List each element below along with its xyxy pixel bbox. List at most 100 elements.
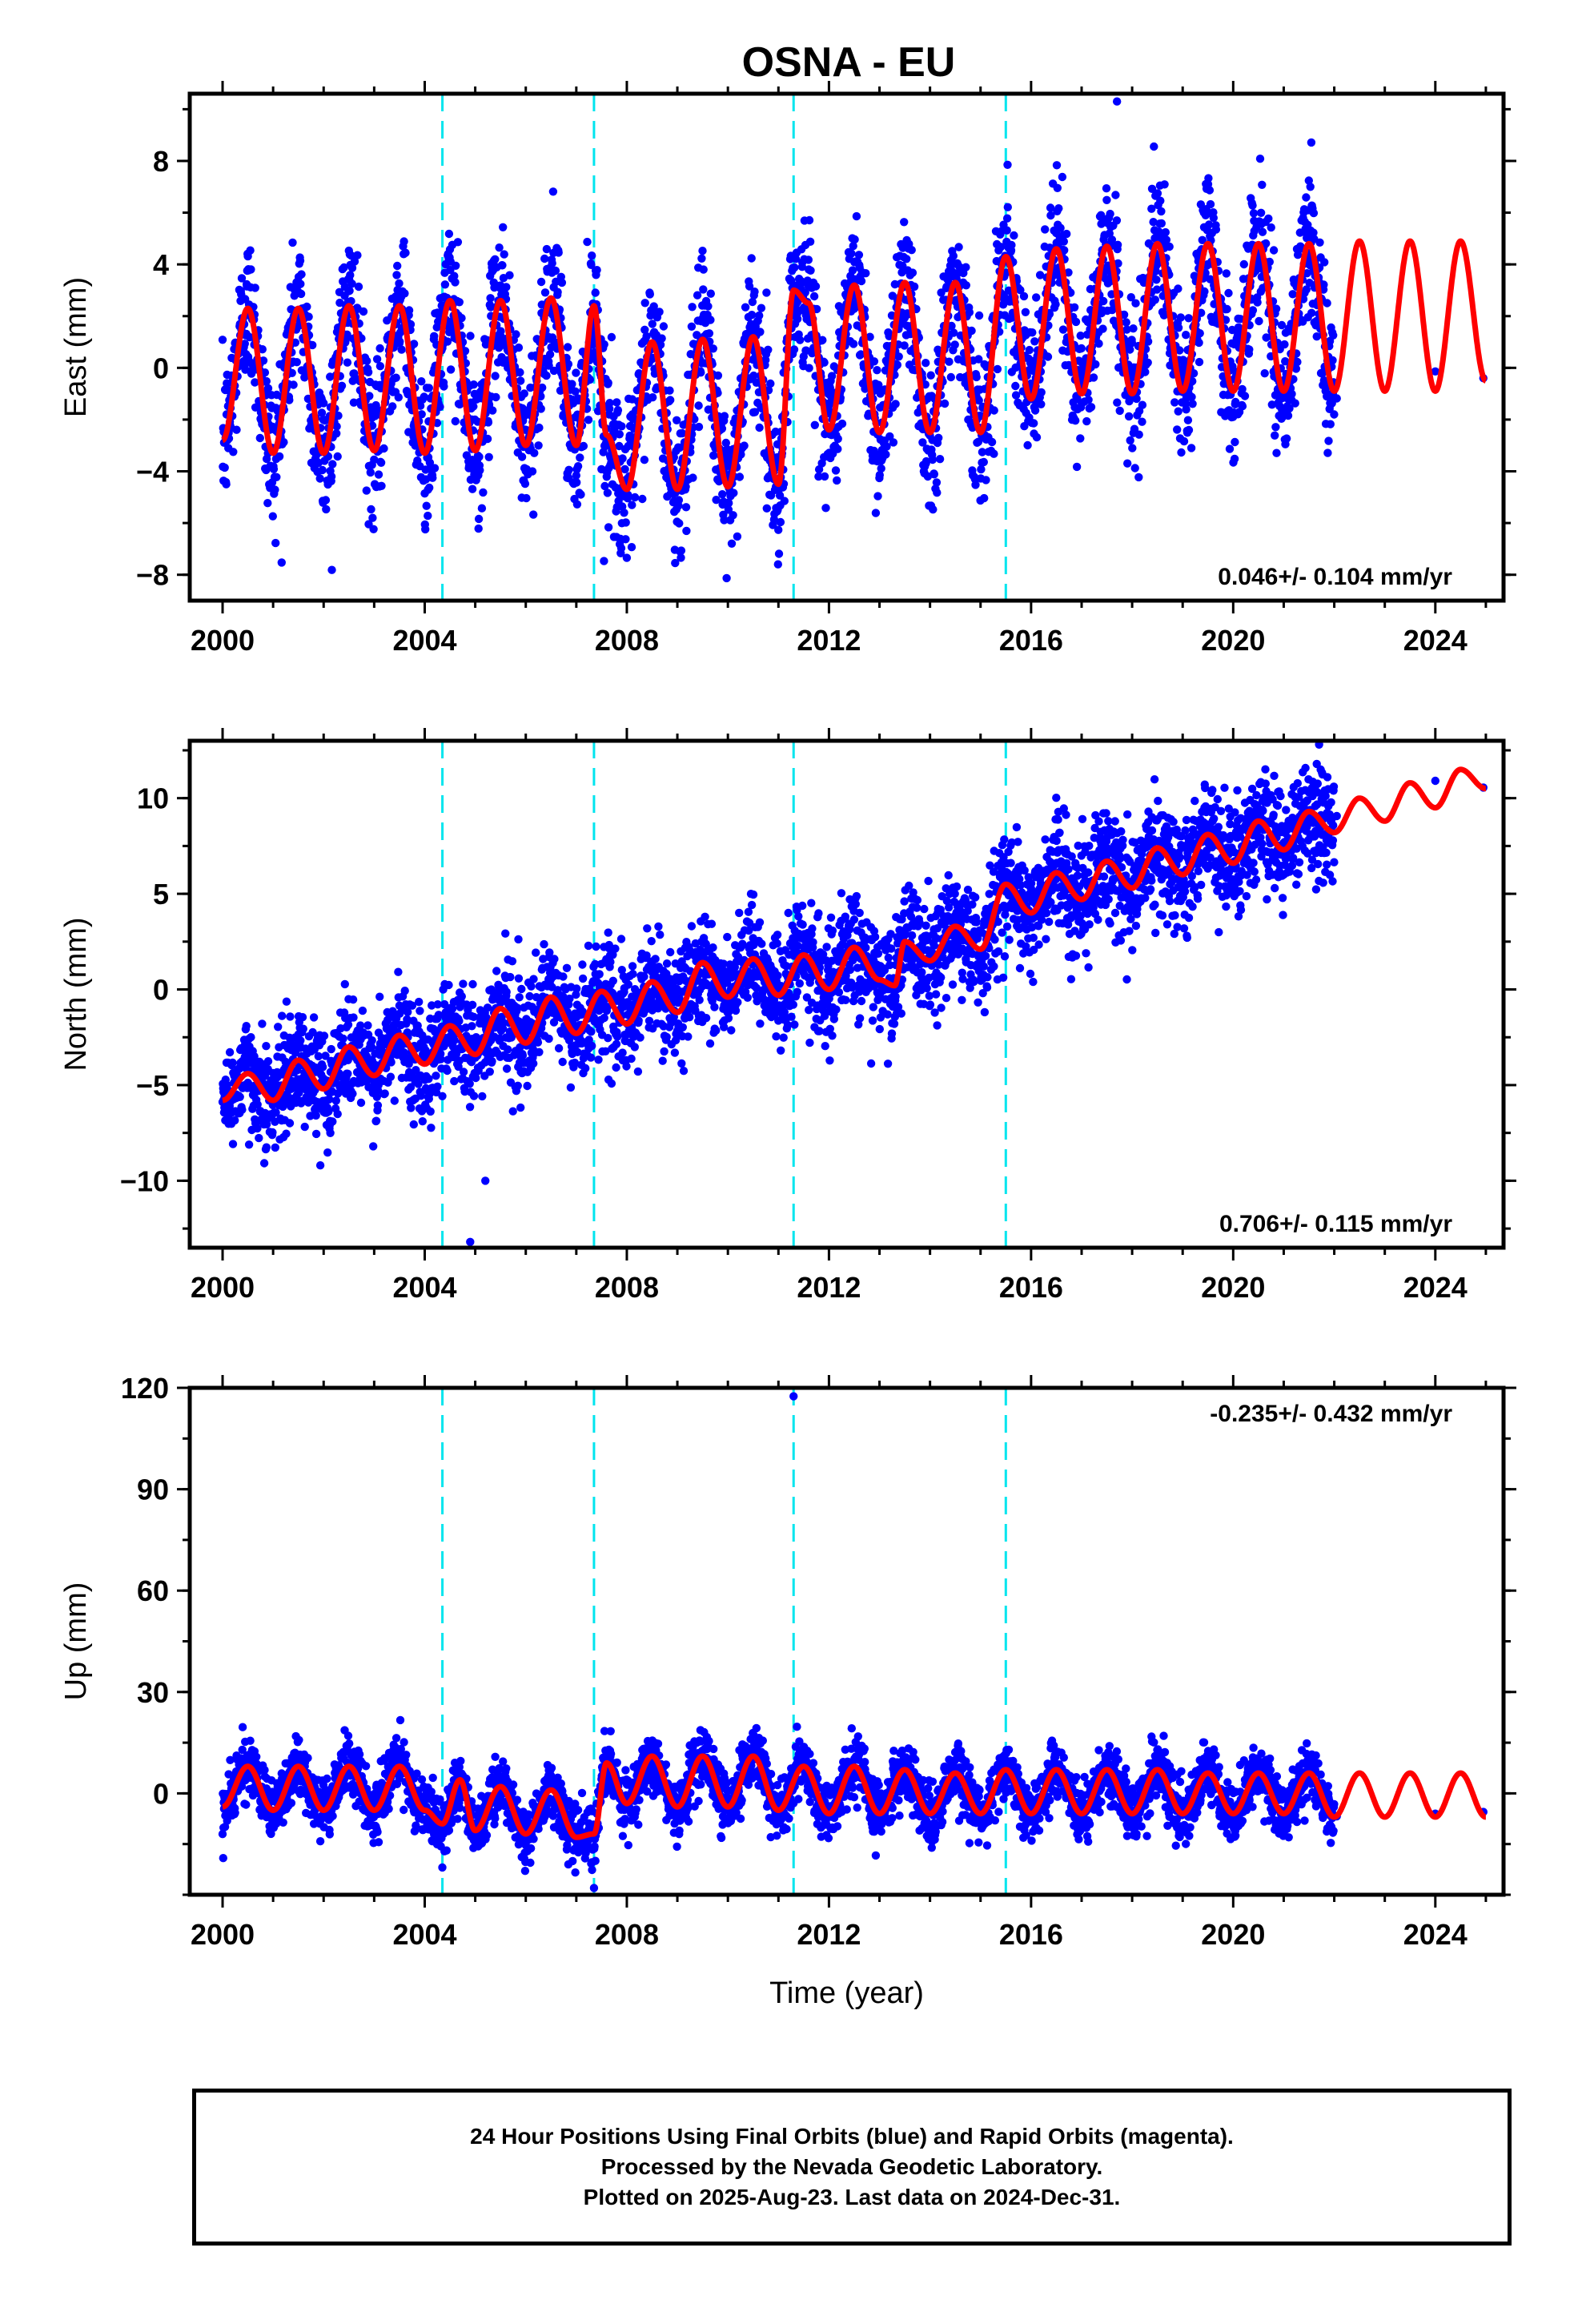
- data-point: [343, 358, 352, 367]
- data-point: [1084, 396, 1093, 404]
- data-point: [459, 979, 468, 988]
- data-point: [359, 307, 368, 316]
- data-point: [422, 501, 431, 510]
- data-point: [875, 471, 885, 480]
- data-point: [1264, 214, 1273, 223]
- data-point: [773, 560, 782, 569]
- data-point: [940, 399, 950, 408]
- data-point: [613, 406, 623, 415]
- data-point: [1280, 340, 1289, 349]
- data-point: [298, 1013, 307, 1022]
- data-point: [443, 1066, 452, 1076]
- data-point: [974, 396, 983, 405]
- data-point: [394, 393, 403, 402]
- data-point: [918, 438, 927, 447]
- data-point: [395, 279, 404, 288]
- data-point: [766, 379, 775, 388]
- data-point: [333, 1109, 342, 1119]
- data-point: [1089, 373, 1098, 382]
- data-point: [506, 972, 515, 982]
- data-point: [621, 535, 630, 544]
- data-point: [656, 340, 665, 349]
- data-point: [532, 948, 540, 957]
- data-point: [996, 243, 1006, 251]
- data-point: [436, 402, 444, 412]
- data-point: [1058, 325, 1068, 334]
- x-tick-label: 2000: [191, 624, 255, 657]
- data-point: [508, 957, 517, 966]
- data-point: [909, 282, 919, 292]
- data-point: [796, 336, 805, 344]
- data-point: [247, 265, 255, 274]
- data-point: [440, 382, 448, 391]
- data-point: [1129, 324, 1138, 333]
- data-point: [318, 465, 327, 475]
- data-point: [1186, 444, 1196, 452]
- data-point: [1179, 436, 1189, 446]
- data-point: [534, 441, 543, 450]
- data-point: [1071, 317, 1081, 327]
- data-point: [709, 451, 718, 460]
- data-point: [1043, 352, 1053, 361]
- data-point: [806, 266, 815, 275]
- data-point: [762, 288, 771, 297]
- data-point: [1091, 360, 1100, 369]
- data-point: [533, 1038, 543, 1047]
- data-point: [415, 997, 424, 1007]
- data-point: [1224, 288, 1233, 298]
- data-point: [1332, 394, 1341, 403]
- data-point: [356, 1098, 366, 1108]
- x-tick-label: 2008: [595, 624, 659, 657]
- data-point: [894, 352, 903, 361]
- data-point: [809, 292, 819, 301]
- data-point: [1035, 271, 1045, 279]
- data-point: [706, 316, 715, 324]
- data-point: [929, 505, 938, 514]
- data-point: [455, 298, 464, 307]
- y-axis-label: East (mm): [59, 277, 93, 417]
- data-point: [528, 467, 537, 476]
- data-point: [1051, 300, 1060, 309]
- data-point: [520, 389, 528, 398]
- data-point: [409, 1120, 418, 1129]
- data-point: [1030, 419, 1038, 428]
- data-point: [852, 211, 861, 221]
- data-point: [451, 416, 460, 426]
- data-point: [1160, 180, 1169, 189]
- data-point: [605, 399, 614, 408]
- data-point: [1059, 237, 1069, 246]
- data-point: [516, 376, 525, 385]
- data-point: [430, 332, 439, 340]
- data-point: [659, 322, 669, 331]
- data-point: [774, 549, 784, 558]
- data-point: [241, 365, 250, 374]
- data-point: [673, 416, 681, 424]
- data-point: [483, 434, 492, 444]
- data-point: [1174, 284, 1182, 293]
- data-point: [640, 325, 649, 334]
- data-point: [246, 246, 255, 255]
- data-point: [1106, 209, 1114, 219]
- data-point: [980, 493, 989, 503]
- data-point: [303, 302, 311, 312]
- data-point: [484, 452, 493, 461]
- data-point: [1054, 204, 1063, 213]
- data-point: [993, 364, 1002, 374]
- data-point: [278, 1011, 287, 1020]
- data-point: [333, 452, 342, 461]
- data-point: [1010, 231, 1018, 240]
- data-point: [713, 371, 723, 380]
- data-point: [821, 504, 830, 513]
- data-point: [420, 392, 428, 401]
- data-point: [425, 483, 434, 493]
- data-point: [1174, 324, 1183, 332]
- data-point: [469, 1012, 478, 1022]
- data-point: [1102, 195, 1111, 204]
- data-point: [505, 271, 514, 279]
- data-point: [468, 979, 477, 989]
- data-point: [218, 336, 227, 344]
- data-point: [456, 400, 464, 409]
- data-point: [576, 453, 584, 462]
- data-point: [1271, 304, 1281, 313]
- east-panel: 2000 2004 2008 2012 2016 2020 2024−8−4048East …: [59, 81, 1516, 657]
